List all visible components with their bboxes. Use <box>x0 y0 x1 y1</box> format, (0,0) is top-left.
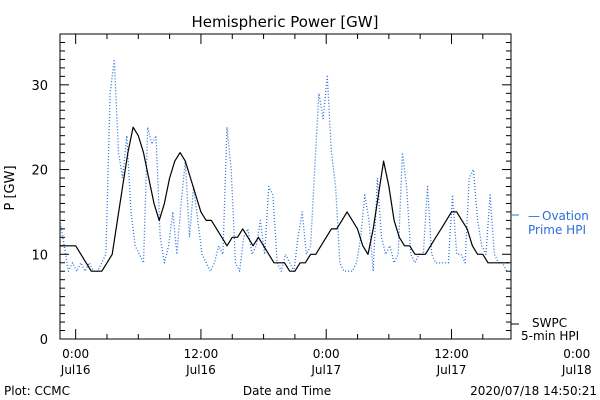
plot-credit: Plot: CCMC <box>4 384 70 398</box>
y-axis-ticks: 0 10 20 30 <box>31 33 511 348</box>
timestamp: 2020/07/18 14:50:21 <box>470 384 597 398</box>
y-tick-label: 10 <box>31 248 48 263</box>
plot-frame <box>59 33 512 340</box>
swpc-legend-line1: SWPC <box>532 316 567 330</box>
x-tick-label-date: Jul17 <box>310 363 341 377</box>
y-tick-label: 30 <box>31 79 48 94</box>
chart-title: Hemispheric Power [GW] <box>192 13 379 31</box>
x-tick-label-date: Jul18 <box>561 363 592 377</box>
ovation-legend-line2: Prime HPI <box>528 223 586 237</box>
y-tick-label: 20 <box>31 164 48 179</box>
x-axis-label: Date and Time <box>243 384 331 398</box>
x-tick-label-date: Jul16 <box>60 363 91 377</box>
x-tick-label-time: 0:00 <box>62 347 89 361</box>
swpc-legend-line2: 5-min HPI <box>521 329 579 343</box>
ovation-hpi-series <box>59 58 511 272</box>
x-tick-label-time: 12:00 <box>184 347 219 361</box>
x-tick-label-date: Jul16 <box>185 363 216 377</box>
x-axis-ticks: 0:00 Jul16 12:00 Jul16 0:00 Jul17 12:00 Jul17 0:… <box>60 34 592 377</box>
x-tick-label-date: Jul17 <box>436 363 467 377</box>
ovation-legend-dash: — <box>528 209 540 223</box>
series-layer <box>59 58 511 272</box>
y-axis-label: P [GW] <box>3 165 18 210</box>
ovation-legend-line1: Ovation <box>542 209 589 223</box>
x-tick-label-time: 0:00 <box>313 347 340 361</box>
y-tick-label: 0 <box>40 333 48 348</box>
swpc-hpi-series <box>60 126 509 272</box>
x-tick-label-time: 0:00 <box>563 347 590 361</box>
x-tick-label-time: 12:00 <box>434 347 469 361</box>
